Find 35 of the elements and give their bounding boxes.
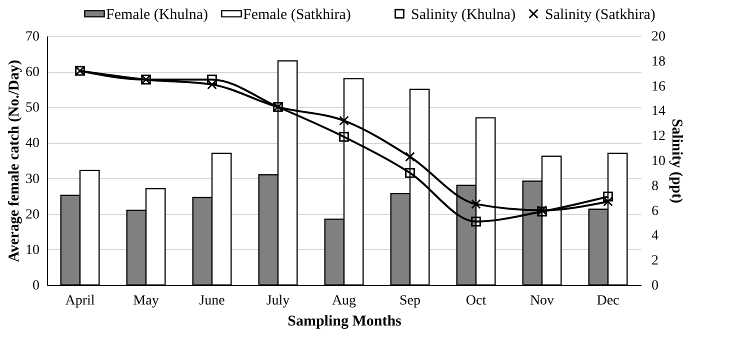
y2-tick-label: 18: [652, 54, 666, 70]
x-axis-title: Sampling Months: [288, 314, 402, 330]
y2-tick-label: 12: [652, 129, 666, 144]
x-tick-label: Nov: [530, 294, 554, 308]
legend-label: Salinity (Satkhira): [545, 6, 656, 23]
y2-tick-label: 16: [652, 79, 666, 94]
y-tick-label: 60: [26, 65, 40, 80]
y-tick-label: 70: [26, 30, 40, 44]
y-tick-label: 30: [26, 172, 40, 187]
y2-tick-label: 10: [652, 154, 666, 169]
y2-tick-label: 0: [652, 278, 658, 294]
y-tick-label: 0: [32, 278, 40, 294]
legend-label: Female (Khulna): [106, 6, 208, 23]
x-tick-label: Oct: [466, 294, 486, 308]
x-tick-label: Sep: [400, 294, 420, 308]
x-tick-label: July: [266, 294, 290, 308]
y2-tick-label: 8: [652, 178, 658, 194]
x-tick-label: Dec: [596, 294, 620, 308]
y2-tick-label: 20: [652, 30, 666, 44]
y2-tick-label: 4: [652, 228, 658, 244]
y2-tick-label: 6: [652, 204, 658, 219]
legend-label: Salinity (Khulna): [411, 6, 516, 23]
x-tick-label: May: [133, 294, 159, 308]
x-tick-label: Aug: [332, 294, 356, 308]
x-tick-label: June: [199, 294, 225, 308]
y2-tick-label: 2: [652, 254, 658, 269]
legend-label: Female (Satkhira): [243, 6, 351, 23]
x-tick-label: April: [65, 294, 95, 308]
y-tick-label: 50: [26, 100, 40, 116]
y2-tick-label: 14: [652, 104, 666, 120]
y-tick-label: 20: [26, 207, 40, 222]
y-tick-label: 40: [26, 136, 40, 152]
y-tick-label: 10: [26, 242, 40, 258]
y2-axis-title: Salinity (ppt): [668, 118, 684, 204]
y-axis-title: Average female catch (No./Day): [6, 60, 22, 262]
